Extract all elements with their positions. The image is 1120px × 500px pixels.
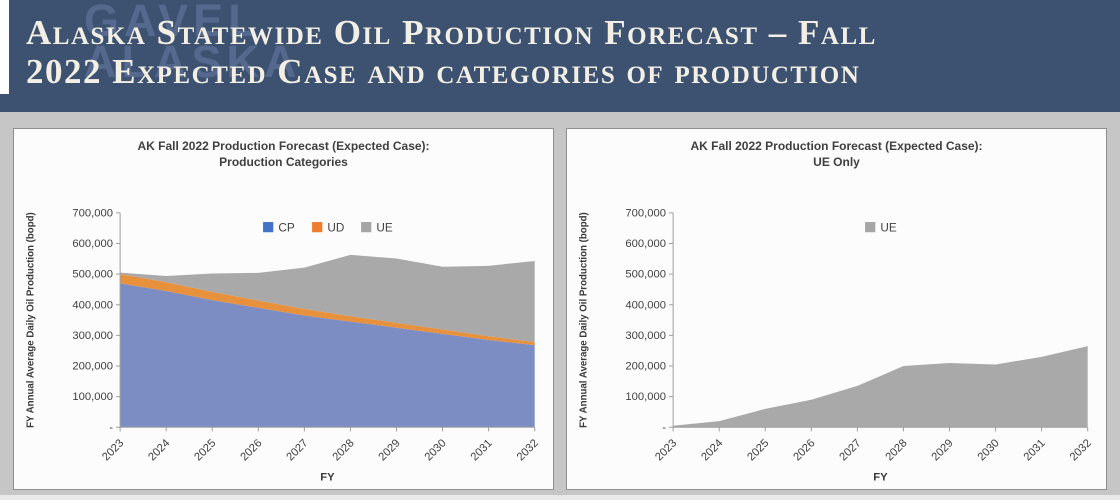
slide-title: Alaska Statewide Oil Production Forecast… bbox=[0, 0, 1120, 91]
ue-only-chart-title: AK Fall 2022 Production Forecast (Expect… bbox=[690, 139, 982, 170]
slide-title-line-2: 2022 Expected Case and categories of pro… bbox=[26, 51, 861, 91]
area-series-UD bbox=[120, 274, 535, 346]
legend-label-CP: CP bbox=[278, 222, 294, 235]
slide-header: GAVEL ALASKA Alaska Statewide Oil Produc… bbox=[0, 0, 1120, 112]
x-tick-label: 2031 bbox=[469, 437, 495, 463]
x-tick-label: 2032 bbox=[515, 437, 541, 463]
y-tick-label: 600,000 bbox=[625, 238, 666, 250]
chart-title-line-1: AK Fall 2022 Production Forecast (Expect… bbox=[690, 139, 983, 153]
x-tick-label: 2027 bbox=[837, 437, 863, 463]
x-tick-label: 2030 bbox=[976, 437, 1002, 463]
y-tick-label: 200,000 bbox=[625, 361, 666, 373]
x-tick-label: 2031 bbox=[1022, 437, 1048, 463]
y-tick-label: 300,000 bbox=[625, 330, 666, 342]
y-tick-label: 700,000 bbox=[72, 208, 113, 220]
watermark-line-1: GAVEL bbox=[84, 0, 261, 46]
x-tick-label: 2032 bbox=[1068, 437, 1094, 463]
y-tick-label: 700,000 bbox=[625, 208, 666, 220]
x-tick-label: 2024 bbox=[146, 437, 172, 463]
slide-title-line-1: Alaska Statewide Oil Production Forecast… bbox=[26, 13, 877, 52]
gavel-alaska-watermark: GAVEL ALASKA bbox=[84, 0, 302, 88]
left-white-strip bbox=[0, 0, 9, 94]
y-tick-label: 200,000 bbox=[72, 361, 113, 373]
watermark-line-2: ALASKA bbox=[84, 36, 302, 88]
x-tick-label: 2029 bbox=[930, 437, 956, 463]
x-tick-label: 2026 bbox=[238, 437, 264, 463]
y-tick-label: - bbox=[109, 422, 113, 434]
x-tick-label: 2024 bbox=[699, 437, 725, 463]
x-tick-label: 2028 bbox=[331, 437, 357, 463]
x-tick-label: 2029 bbox=[377, 437, 403, 463]
x-tick-label: 2030 bbox=[423, 437, 449, 463]
production-categories-chart-title: AK Fall 2022 Production Forecast (Expect… bbox=[137, 139, 429, 170]
legend-swatch-CP bbox=[263, 222, 274, 233]
y-tick-label: 500,000 bbox=[72, 269, 113, 281]
legend-label-UD: UD bbox=[327, 222, 344, 235]
legend-swatch-UD bbox=[312, 222, 323, 233]
y-tick-label: 300,000 bbox=[72, 330, 113, 342]
y-tick-label: 100,000 bbox=[72, 391, 113, 403]
bottom-edge-strip bbox=[0, 495, 1120, 500]
x-tick-label: 2026 bbox=[791, 437, 817, 463]
chart-canvas: - 100,000 200,000 300,000 400,000 500,000 600,… bbox=[25, 208, 541, 484]
area-series-UE bbox=[120, 255, 535, 343]
ue-only-chart-panel: AK Fall 2022 Production Forecast (Expect… bbox=[566, 128, 1107, 490]
y-tick-label: - bbox=[662, 422, 666, 434]
y-tick-label: 600,000 bbox=[72, 238, 113, 250]
y-axis-title: FY Annual Average Daily Oil Production (… bbox=[25, 212, 36, 428]
y-tick-label: 400,000 bbox=[625, 300, 666, 312]
x-tick-label: 2025 bbox=[192, 437, 218, 463]
legend-label-UE: UE bbox=[880, 222, 896, 235]
production-categories-chart: - 100,000 200,000 300,000 400,000 500,000 600,… bbox=[18, 172, 549, 491]
y-tick-label: 400,000 bbox=[72, 300, 113, 312]
x-axis-title: FY bbox=[320, 472, 335, 484]
x-tick-label: 2027 bbox=[284, 437, 310, 463]
legend-swatch-UE bbox=[865, 222, 876, 233]
area-series-CP bbox=[120, 283, 535, 428]
chart-title-line-1: AK Fall 2022 Production Forecast (Expect… bbox=[137, 139, 430, 153]
chart-title-line-2: UE Only bbox=[813, 154, 860, 169]
x-axis-title: FY bbox=[873, 472, 888, 484]
chart-title-line-2: Production Categories bbox=[219, 154, 348, 169]
y-tick-label: 500,000 bbox=[625, 269, 666, 281]
legend-swatch-UE bbox=[361, 222, 372, 233]
legend-label-UE: UE bbox=[376, 222, 392, 235]
y-tick-label: 100,000 bbox=[625, 391, 666, 403]
chart-canvas: - 100,000 200,000 300,000 400,000 500,000 600,… bbox=[578, 208, 1094, 484]
y-axis-title: FY Annual Average Daily Oil Production (… bbox=[578, 212, 589, 428]
ue-only-chart: - 100,000 200,000 300,000 400,000 500,000 600,… bbox=[571, 172, 1102, 491]
x-tick-label: 2028 bbox=[884, 437, 910, 463]
x-tick-label: 2023 bbox=[100, 437, 126, 463]
production-categories-chart-panel: AK Fall 2022 Production Forecast (Expect… bbox=[13, 128, 554, 490]
area-series-UE bbox=[673, 346, 1088, 428]
x-tick-label: 2023 bbox=[653, 437, 679, 463]
x-tick-label: 2025 bbox=[745, 437, 771, 463]
slide-body: AK Fall 2022 Production Forecast (Expect… bbox=[0, 112, 1120, 490]
